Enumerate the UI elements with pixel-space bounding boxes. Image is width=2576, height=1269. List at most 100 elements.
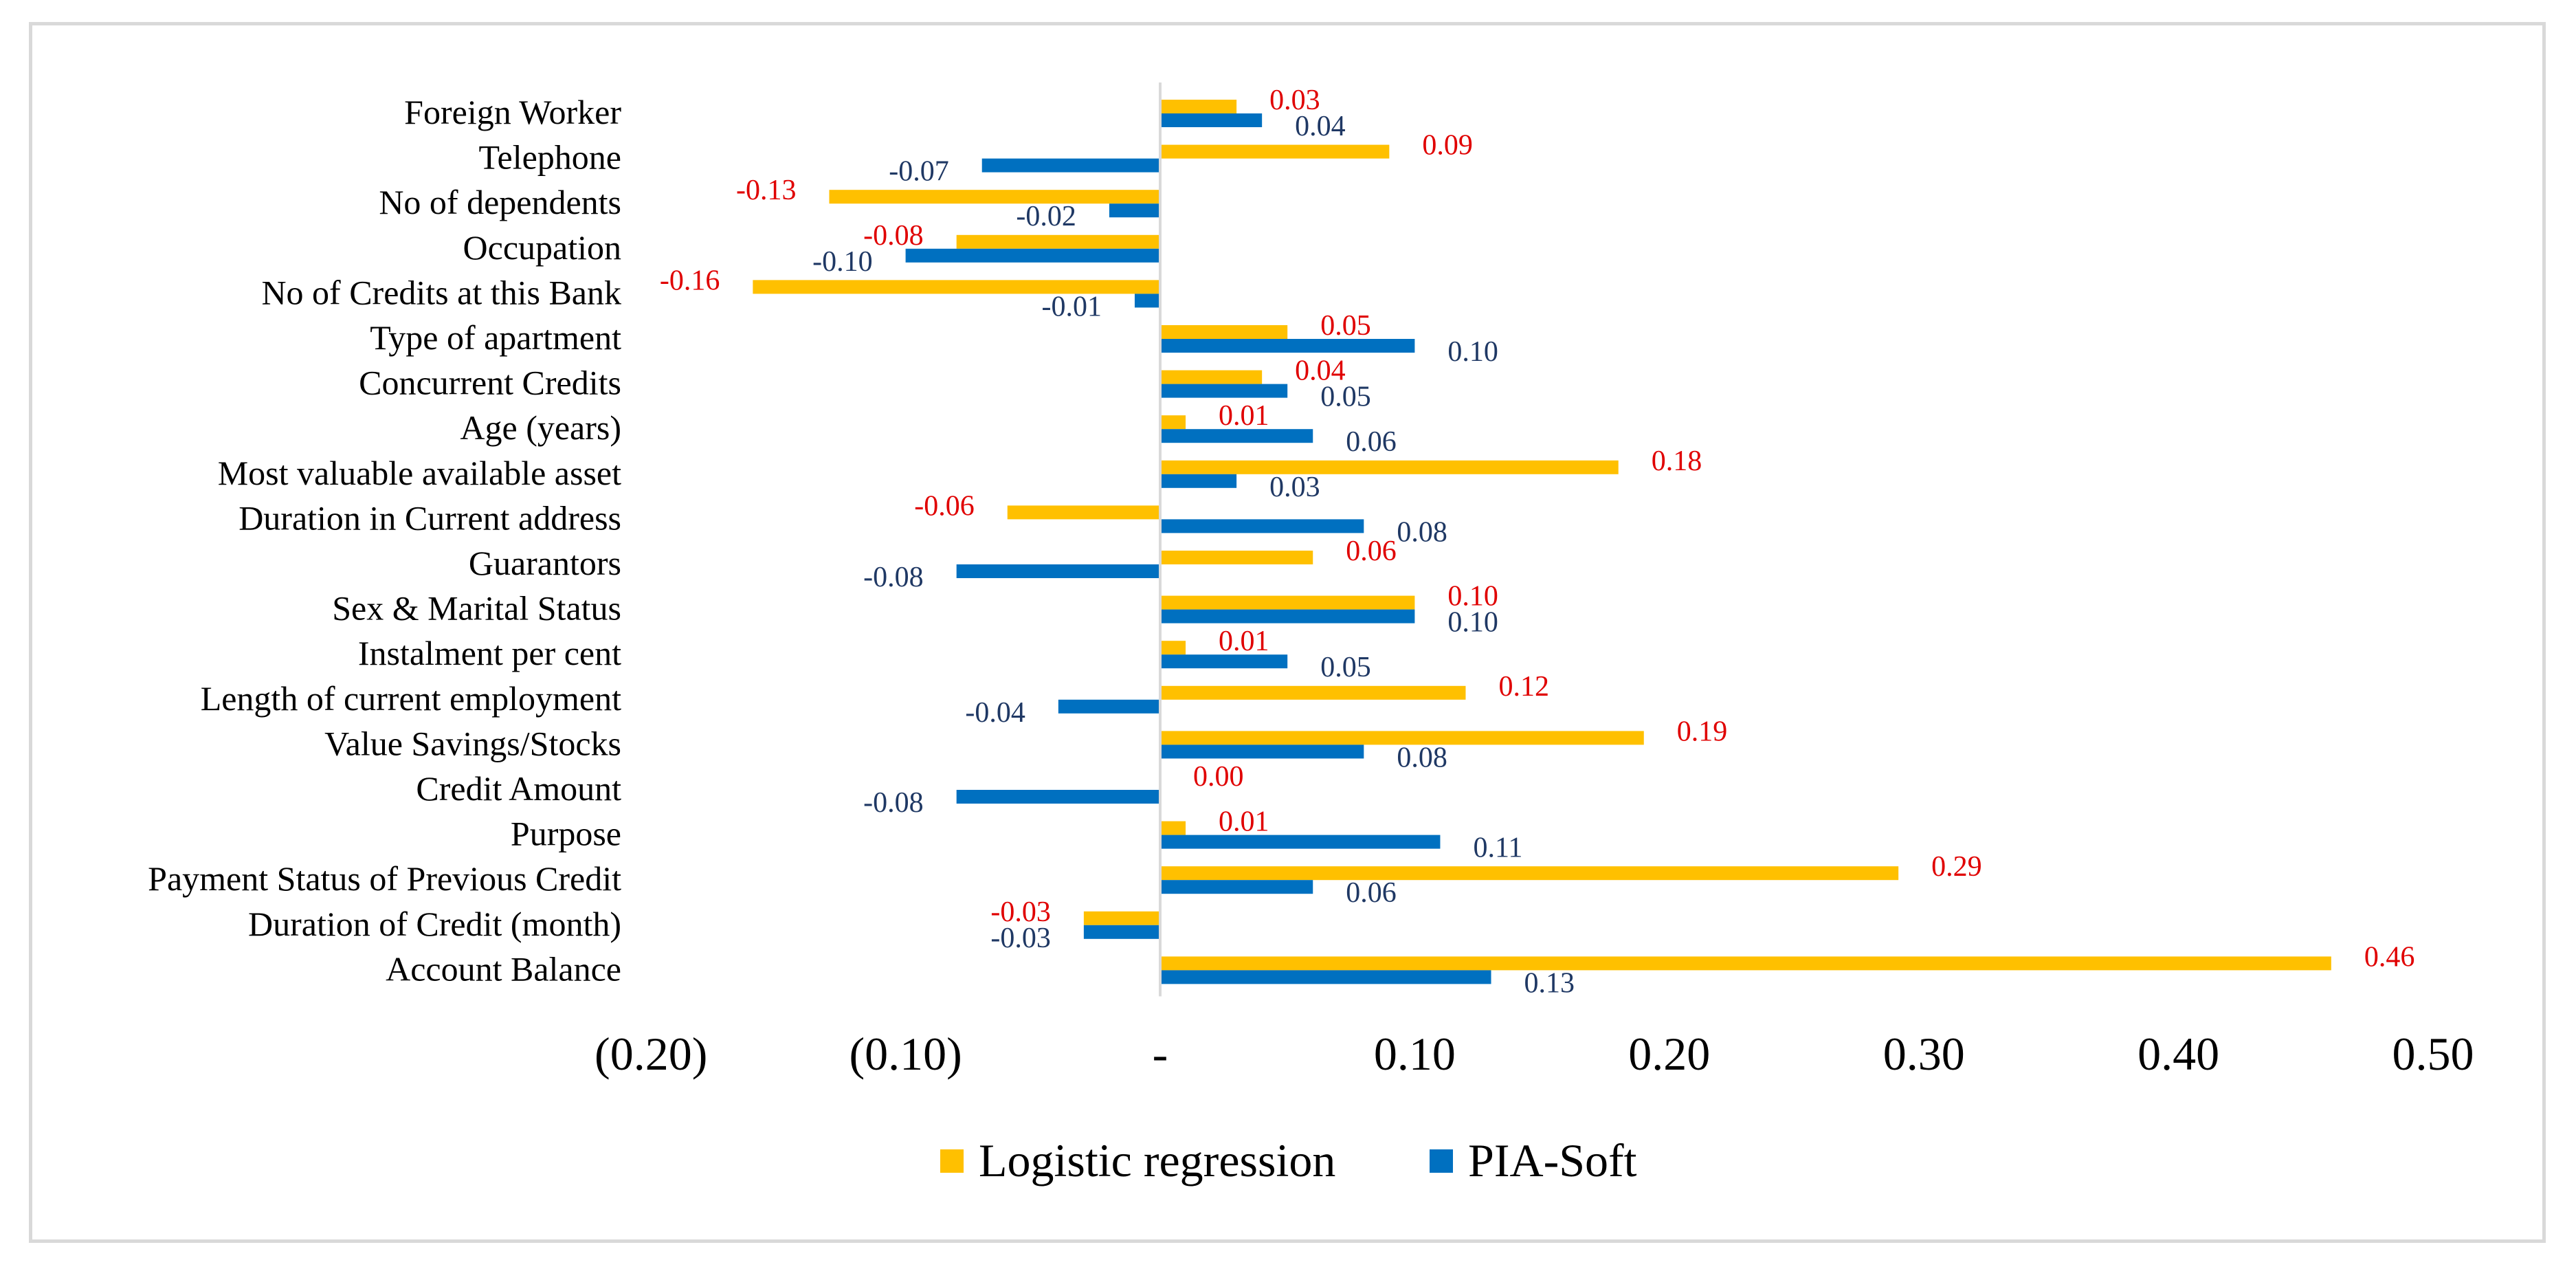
value-label-pia-soft-concurrent-credits: 0.05 bbox=[1320, 382, 1371, 413]
value-label-logistic-regression-duration-of-credit-month: -0.03 bbox=[990, 896, 1051, 928]
value-label-pia-soft-no-of-credits-at-this-bank: -0.01 bbox=[1041, 291, 1102, 322]
value-label-pia-soft-age-years: 0.06 bbox=[1346, 426, 1397, 458]
bar-logistic-regression-instalment-per-cent bbox=[1160, 641, 1186, 655]
bar-pia-soft-instalment-per-cent bbox=[1160, 654, 1288, 669]
x-tick-label: 0.20 bbox=[1628, 1028, 1710, 1080]
bar-pia-soft-no-of-dependents bbox=[1109, 203, 1160, 218]
category-label-payment-status-of-previous-credit: Payment Status of Previous Credit bbox=[148, 859, 621, 898]
category-label-length-of-current-employment: Length of current employment bbox=[201, 679, 621, 718]
category-label-instalment-per-cent: Instalment per cent bbox=[358, 634, 621, 672]
value-label-logistic-regression-no-of-dependents: -0.13 bbox=[736, 175, 797, 206]
value-label-logistic-regression-foreign-worker: 0.03 bbox=[1269, 85, 1320, 116]
bar-pia-soft-account-balance bbox=[1160, 970, 1491, 984]
bars-layer bbox=[753, 100, 2331, 984]
bar-pia-soft-type-of-apartment bbox=[1160, 339, 1415, 353]
bar-logistic-regression-age-years bbox=[1160, 415, 1186, 430]
category-label-occupation: Occupation bbox=[463, 228, 621, 267]
category-label-type-of-apartment: Type of apartment bbox=[370, 318, 621, 357]
value-label-logistic-regression-sex-marital-status: 0.10 bbox=[1447, 581, 1498, 613]
bar-logistic-regression-telephone bbox=[1160, 144, 1390, 159]
category-label-no-of-credits-at-this-bank: No of Credits at this Bank bbox=[261, 273, 621, 311]
x-tick-label: (0.10) bbox=[849, 1028, 962, 1080]
category-label-credit-amount: Credit Amount bbox=[416, 769, 621, 808]
category-label-concurrent-credits: Concurrent Credits bbox=[359, 364, 621, 402]
bar-logistic-regression-concurrent-credits bbox=[1160, 370, 1263, 384]
bar-logistic-regression-sex-marital-status bbox=[1160, 595, 1415, 610]
category-label-purpose: Purpose bbox=[511, 815, 621, 853]
bar-logistic-regression-duration-of-credit-month bbox=[1083, 911, 1160, 925]
legend-label-pia-soft: PIA-Soft bbox=[1468, 1134, 1637, 1187]
value-label-logistic-regression-no-of-credits-at-this-bank: -0.16 bbox=[660, 265, 720, 296]
value-label-logistic-regression-age-years: 0.01 bbox=[1219, 400, 1269, 432]
bar-pia-soft-duration-in-current-address bbox=[1160, 519, 1364, 533]
bar-logistic-regression-payment-status-of-previous-credit bbox=[1160, 866, 1899, 881]
legend-label-logistic-regression: Logistic regression bbox=[979, 1134, 1335, 1187]
legend-swatch-pia-soft bbox=[1430, 1149, 1453, 1173]
x-tick-label: (0.20) bbox=[595, 1028, 707, 1080]
value-label-pia-soft-guarantors: -0.08 bbox=[863, 562, 924, 593]
bar-pia-soft-value-savings-stocks bbox=[1160, 744, 1364, 759]
value-label-logistic-regression-length-of-current-employment: 0.12 bbox=[1498, 671, 1549, 703]
value-label-pia-soft-occupation: -0.10 bbox=[812, 246, 873, 278]
value-label-pia-soft-length-of-current-employment: -0.04 bbox=[965, 697, 1025, 729]
bar-pia-soft-purpose bbox=[1160, 835, 1441, 849]
x-tick-label: 0.40 bbox=[2138, 1028, 2219, 1080]
legend-swatch-logistic-regression bbox=[940, 1149, 964, 1173]
bar-logistic-regression-type-of-apartment bbox=[1160, 325, 1288, 339]
bar-pia-soft-no-of-credits-at-this-bank bbox=[1134, 294, 1160, 308]
bar-logistic-regression-foreign-worker bbox=[1160, 100, 1237, 113]
value-label-logistic-regression-most-valuable-available-asset: 0.18 bbox=[1652, 445, 1702, 477]
value-label-logistic-regression-payment-status-of-previous-credit: 0.29 bbox=[1931, 851, 1982, 883]
value-label-pia-soft-purpose: 0.11 bbox=[1473, 832, 1522, 864]
value-label-pia-soft-foreign-worker: 0.04 bbox=[1295, 111, 1346, 142]
value-label-logistic-regression-duration-in-current-address: -0.06 bbox=[914, 490, 975, 522]
category-label-guarantors: Guarantors bbox=[469, 544, 621, 582]
value-label-pia-soft-most-valuable-available-asset: 0.03 bbox=[1269, 472, 1320, 503]
value-label-pia-soft-payment-status-of-previous-credit: 0.06 bbox=[1346, 877, 1397, 909]
bar-logistic-regression-occupation bbox=[956, 234, 1160, 249]
bar-pia-soft-most-valuable-available-asset bbox=[1160, 474, 1237, 488]
bar-logistic-regression-duration-in-current-address bbox=[1007, 505, 1160, 520]
value-label-pia-soft-duration-of-credit-month: -0.03 bbox=[990, 923, 1051, 954]
value-label-logistic-regression-value-savings-stocks: 0.19 bbox=[1677, 716, 1728, 747]
category-label-age-years: Age (years) bbox=[460, 408, 621, 447]
tick-labels-layer: (0.20) (0.10) - 0.10 0.20 0.30 0.40 0.50 bbox=[595, 1028, 2474, 1080]
legend: Logistic regression PIA-Soft bbox=[940, 1134, 1637, 1187]
value-label-logistic-regression-occupation: -0.08 bbox=[863, 220, 924, 252]
category-label-no-of-dependents: No of dependents bbox=[379, 183, 621, 221]
bar-pia-soft-payment-status-of-previous-credit bbox=[1160, 880, 1313, 894]
bar-pia-soft-guarantors bbox=[956, 564, 1160, 578]
category-label-most-valuable-available-asset: Most valuable available asset bbox=[218, 454, 621, 492]
value-label-logistic-regression-credit-amount: 0.00 bbox=[1193, 761, 1244, 793]
value-label-pia-soft-type-of-apartment: 0.10 bbox=[1447, 336, 1498, 368]
category-label-sex-marital-status: Sex & Marital Status bbox=[332, 589, 621, 628]
value-label-logistic-regression-account-balance: 0.46 bbox=[2364, 941, 2415, 973]
category-label-duration-of-credit-month: Duration of Credit (month) bbox=[248, 905, 621, 943]
bar-pia-soft-length-of-current-employment bbox=[1058, 699, 1160, 714]
bar-logistic-regression-purpose bbox=[1160, 821, 1186, 835]
bar-pia-soft-telephone bbox=[981, 158, 1160, 173]
value-label-pia-soft-sex-marital-status: 0.10 bbox=[1447, 607, 1498, 639]
bar-logistic-regression-guarantors bbox=[1160, 551, 1313, 564]
value-label-logistic-regression-telephone: 0.09 bbox=[1422, 130, 1473, 162]
bar-logistic-regression-length-of-current-employment bbox=[1160, 685, 1466, 700]
category-label-value-savings-stocks: Value Savings/Stocks bbox=[324, 724, 621, 762]
x-tick-label: 0.30 bbox=[1883, 1028, 1965, 1080]
x-tick-label: 0.50 bbox=[2392, 1028, 2474, 1080]
value-label-pia-soft-duration-in-current-address: 0.08 bbox=[1397, 516, 1447, 548]
value-label-logistic-regression-guarantors: 0.06 bbox=[1346, 536, 1397, 567]
bar-pia-soft-credit-amount bbox=[956, 790, 1160, 804]
bar-logistic-regression-account-balance bbox=[1160, 956, 2331, 971]
value-labels-layer: 0.030.040.09-0.07-0.13-0.02-0.08-0.10-0.… bbox=[660, 85, 2414, 999]
x-tick-label: - bbox=[1153, 1028, 1168, 1080]
category-label-telephone: Telephone bbox=[478, 138, 621, 177]
x-tick-label: 0.10 bbox=[1374, 1028, 1456, 1080]
value-label-pia-soft-no-of-dependents: -0.02 bbox=[1016, 201, 1076, 232]
category-labels-layer: Foreign Worker Telephone No of dependents O… bbox=[148, 93, 621, 988]
value-label-logistic-regression-instalment-per-cent: 0.01 bbox=[1219, 626, 1269, 657]
category-label-foreign-worker: Foreign Worker bbox=[404, 93, 621, 131]
category-label-duration-in-current-address: Duration in Current address bbox=[238, 498, 621, 537]
value-label-pia-soft-instalment-per-cent: 0.05 bbox=[1320, 652, 1371, 683]
value-label-pia-soft-account-balance: 0.13 bbox=[1524, 967, 1575, 999]
